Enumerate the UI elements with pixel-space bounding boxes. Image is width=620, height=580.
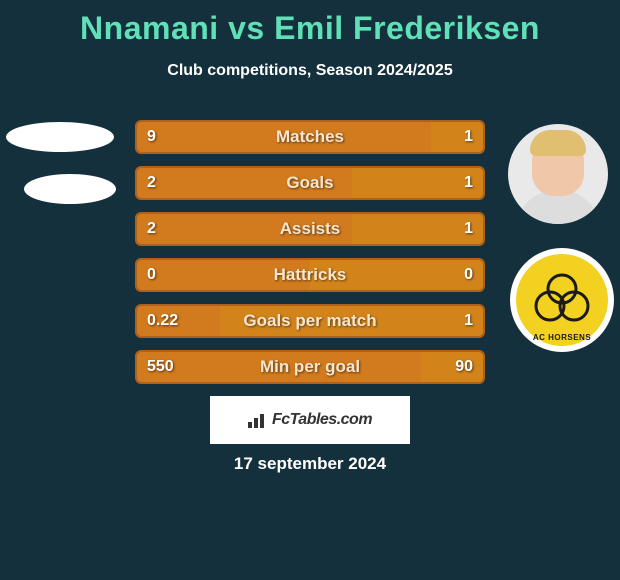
stat-label: Goals xyxy=(286,173,333,193)
stats-table: 9 1 Matches 2 1 Goals 2 1 Assists 0 0 Hattricks 0.22… xyxy=(135,120,485,396)
player1-avatar-placeholder-1 xyxy=(6,122,114,152)
attribution-text: FcTables.com xyxy=(272,411,372,429)
stat-label: Goals per match xyxy=(243,311,376,331)
club-badge: AC HORSENS xyxy=(510,248,614,352)
stat-label: Min per goal xyxy=(260,357,360,377)
stat-left-value: 2 xyxy=(147,220,156,238)
player2-avatar-hair xyxy=(530,130,586,156)
stat-right-value: 1 xyxy=(464,174,473,192)
subtitle: Club competitions, Season 2024/2025 xyxy=(0,62,620,80)
stat-right-value: 1 xyxy=(464,312,473,330)
date-text: 17 september 2024 xyxy=(0,454,620,474)
stat-right-bar xyxy=(431,122,483,152)
stat-left-value: 9 xyxy=(147,128,156,146)
stat-left-value: 2 xyxy=(147,174,156,192)
stat-left-value: 0.22 xyxy=(147,312,178,330)
stat-row: 2 1 Assists xyxy=(135,212,485,246)
player2-avatar xyxy=(508,124,608,224)
stat-row: 0 0 Hattricks xyxy=(135,258,485,292)
club-badge-text: AC HORSENS xyxy=(510,333,614,342)
stat-right-value: 1 xyxy=(464,128,473,146)
stat-left-value: 0 xyxy=(147,266,156,284)
page-title: Nnamani vs Emil Frederiksen xyxy=(0,10,620,47)
stat-row: 0.22 1 Goals per match xyxy=(135,304,485,338)
stat-right-bar xyxy=(421,352,483,382)
stat-label: Hattricks xyxy=(274,265,347,285)
stat-row: 550 90 Min per goal xyxy=(135,350,485,384)
stat-right-value: 0 xyxy=(464,266,473,284)
club-badge-rings-icon xyxy=(530,272,594,324)
stat-right-value: 1 xyxy=(464,220,473,238)
stat-right-value: 90 xyxy=(455,358,473,376)
bars-icon xyxy=(248,412,266,428)
stat-row: 2 1 Goals xyxy=(135,166,485,200)
stat-label: Assists xyxy=(280,219,340,239)
stat-row: 9 1 Matches xyxy=(135,120,485,154)
player1-avatar-placeholder-2 xyxy=(24,174,116,204)
attribution-badge: FcTables.com xyxy=(210,396,410,444)
player2-avatar-face xyxy=(508,124,608,224)
stat-left-value: 550 xyxy=(147,358,174,376)
stat-label: Matches xyxy=(276,127,344,147)
